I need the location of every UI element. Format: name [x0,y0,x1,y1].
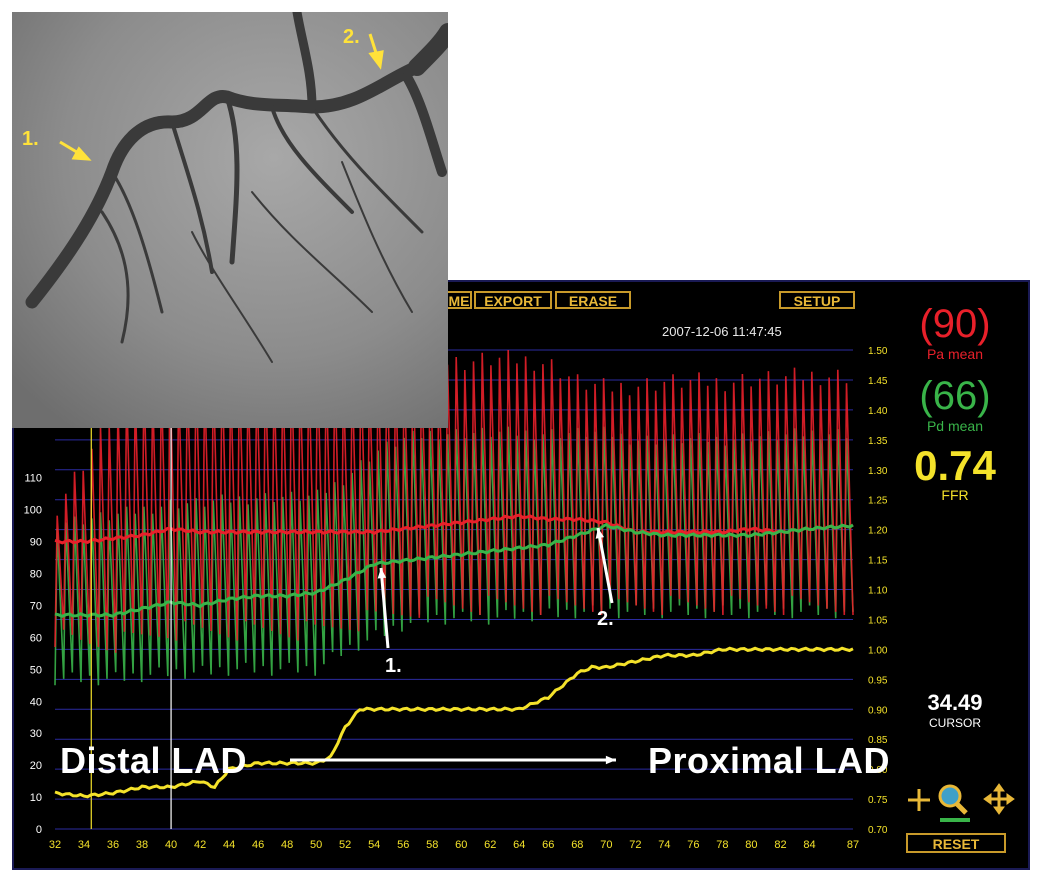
pd-mean-label: Pd mean [926,418,984,434]
x-tick-label: 34 [78,839,90,851]
y-left-tick-label: 100 [24,505,42,517]
y-right-tick-label: 1.05 [868,615,888,626]
y-left-tick-label: 20 [30,760,42,772]
y-left-tick-label: 0 [36,824,42,836]
angio-arrow-1 [59,140,92,161]
pd-pulsatile-trace [54,426,854,686]
x-tick-label: 60 [455,839,467,851]
x-tick-label: 50 [310,839,322,851]
angio-marker-1: 1. [22,128,39,150]
ffr-value: 0.74 [914,442,996,489]
y-right-tick-label: 1.45 [868,376,888,387]
erase-button[interactable]: ERASE [555,291,631,309]
marker-1-arrow-head [377,568,387,579]
distal-lad-label: Distal LAD [60,740,248,781]
x-tick-label: 74 [658,839,670,851]
pa-pulsatile-trace [54,349,854,653]
distal-to-proximal-arrow-head [605,755,616,765]
marker-2-label: 2. [597,608,614,630]
ffr-label: FFR [941,487,969,503]
x-tick-label: 82 [774,839,786,851]
marker-1-label: 1. [385,655,402,677]
y-right-tick-label: 1.10 [868,586,888,597]
x-tick-label: 62 [484,839,496,851]
x-tick-label: 44 [223,839,235,851]
y-right-tick-label: 0.80 [868,765,888,776]
x-tick-label: 76 [687,839,699,851]
y-right-tick-label: 1.35 [868,436,888,447]
pa-mean-label: Pa mean [926,346,984,362]
y-left-tick-label: 50 [30,664,42,676]
angio-arrow-2 [368,33,384,70]
y-right-tick-label: 1.30 [868,466,888,477]
x-tick-label: 64 [513,839,525,851]
x-tick-label: 48 [281,839,293,851]
x-tick-label: 40 [165,839,177,851]
y-right-tick-label: 1.50 [868,346,888,357]
crosshair-icon[interactable] [908,789,930,811]
ffr-line [54,646,854,799]
cursor-label: CURSOR [928,716,981,730]
x-tick-label: 36 [107,839,119,851]
x-tick-label: 58 [426,839,438,851]
recording-timestamp: 2007-12-06 11:47:45 [662,324,782,339]
y-left-tick-label: 30 [30,728,42,740]
x-tick-label: 84 [803,839,815,851]
marker-1-arrow [379,567,390,649]
y-right-tick-label: 1.20 [868,526,888,537]
pa-mean-line [54,513,854,545]
x-tick-label: 66 [542,839,554,851]
x-tick-label: 32 [49,839,61,851]
y-right-tick-label: 0.70 [868,825,888,836]
y-right-tick-label: 1.15 [868,556,888,567]
setup-button[interactable]: SETUP [779,291,855,309]
proximal-lad-label: Proximal LAD [648,740,891,781]
reset-button[interactable]: RESET [906,833,1006,853]
x-tick-label: 52 [339,839,351,851]
zoom-icon[interactable] [938,784,970,822]
marker-2-arrow [596,527,614,604]
x-tick-label: 87 [847,839,859,851]
x-tick-label: 70 [600,839,612,851]
tool-icons [906,782,1016,832]
x-tick-label: 38 [136,839,148,851]
x-tick-label: 46 [252,839,264,851]
pan-icon[interactable] [983,783,1015,815]
x-tick-label: 42 [194,839,206,851]
y-right-tick-label: 0.95 [868,675,888,686]
cursor-value: 34.49 [927,690,983,715]
pd-mean-line [54,522,854,618]
marker-2-arrow-head [595,528,605,539]
y-right-tick-label: 0.85 [868,735,888,746]
y-left-tick-label: 90 [30,537,42,549]
y-right-tick-label: 0.75 [868,795,888,806]
x-tick-label: 68 [571,839,583,851]
pa-mean-value: (90) [919,302,991,346]
x-tick-label: 80 [745,839,757,851]
pd-mean-value: (66) [919,374,991,418]
y-left-tick-label: 70 [30,600,42,612]
x-tick-label: 56 [397,839,409,851]
x-tick-label: 78 [716,839,728,851]
y-left-tick-label: 80 [30,569,42,581]
x-tick-label: 72 [629,839,641,851]
time-button[interactable]: ME [448,291,472,309]
y-right-tick-label: 0.90 [868,705,888,716]
y-right-tick-label: 1.40 [868,406,888,417]
y-left-tick-label: 60 [30,632,42,644]
y-right-tick-label: 1.00 [868,645,888,656]
y-left-tick-label: 110 [24,473,42,485]
x-tick-label: 54 [368,839,380,851]
angiogram-image [12,12,448,428]
y-right-tick-label: 1.25 [868,496,888,507]
export-button[interactable]: EXPORT [474,291,552,309]
angio-marker-2: 2. [343,26,360,48]
y-left-tick-label: 10 [30,792,42,804]
y-left-tick-label: 40 [30,696,42,708]
